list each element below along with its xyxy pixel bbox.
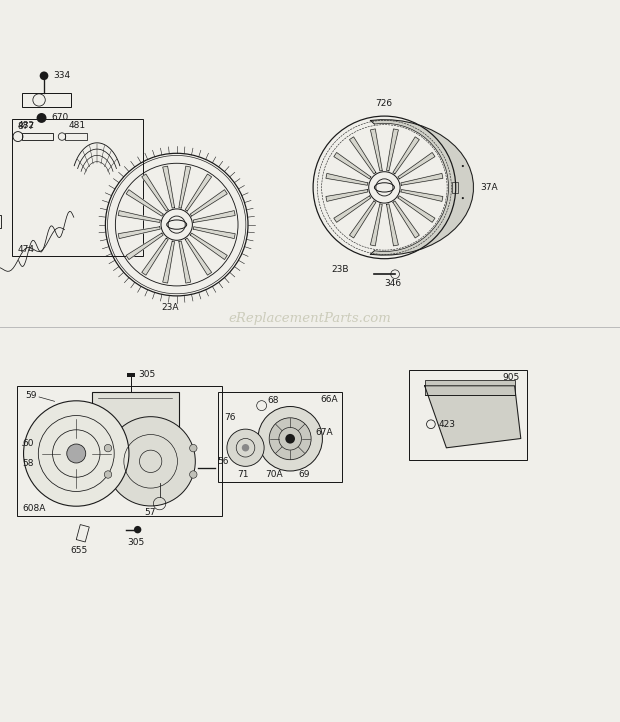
Bar (425, 380, 515, 395)
Circle shape (190, 471, 197, 478)
Text: 60: 60 (22, 439, 34, 448)
Bar (0, 215, 1, 227)
Text: 423: 423 (439, 419, 456, 429)
Circle shape (134, 526, 141, 534)
Bar (65, 134, 87, 139)
Bar (218, 392, 342, 482)
Circle shape (462, 165, 464, 167)
Polygon shape (386, 204, 399, 246)
Text: 305: 305 (127, 538, 144, 547)
Text: 71: 71 (237, 470, 249, 479)
Bar (452, 182, 458, 193)
Polygon shape (371, 120, 473, 255)
Text: 23A: 23A (161, 303, 179, 312)
Polygon shape (185, 174, 211, 211)
Circle shape (242, 444, 249, 451)
Text: 58: 58 (22, 459, 34, 469)
Circle shape (67, 444, 86, 463)
Text: 334: 334 (53, 71, 71, 80)
Polygon shape (334, 196, 371, 222)
Polygon shape (393, 201, 419, 238)
Polygon shape (126, 190, 163, 216)
Circle shape (258, 406, 322, 471)
Circle shape (190, 445, 197, 452)
Ellipse shape (30, 443, 44, 453)
Bar (22, 133, 53, 140)
Text: 76: 76 (224, 413, 236, 422)
Polygon shape (393, 137, 419, 174)
Polygon shape (185, 238, 211, 275)
Polygon shape (326, 173, 368, 186)
Text: 37A: 37A (480, 183, 498, 192)
Text: 608A: 608A (22, 504, 46, 513)
Polygon shape (326, 190, 368, 201)
Circle shape (24, 401, 129, 506)
Polygon shape (179, 241, 191, 283)
Bar (22, 93, 71, 107)
Polygon shape (142, 238, 168, 275)
Polygon shape (118, 211, 160, 222)
Circle shape (462, 197, 464, 199)
Text: eReplacementParts.com: eReplacementParts.com (229, 313, 391, 326)
Text: 482: 482 (18, 121, 35, 130)
Circle shape (269, 418, 311, 460)
Polygon shape (425, 386, 521, 448)
Polygon shape (398, 152, 435, 179)
Text: 66A: 66A (321, 395, 338, 404)
Bar (92, 392, 179, 457)
Text: 474: 474 (17, 245, 34, 254)
Text: 670: 670 (51, 113, 69, 123)
Text: 56: 56 (217, 457, 229, 466)
Text: 59: 59 (25, 391, 37, 399)
Polygon shape (401, 190, 443, 201)
Text: 70A: 70A (265, 470, 283, 479)
Circle shape (40, 71, 48, 80)
Polygon shape (398, 196, 435, 222)
Text: 877: 877 (17, 122, 35, 131)
Text: 69: 69 (299, 470, 311, 479)
Polygon shape (126, 233, 163, 259)
Text: 481: 481 (68, 121, 86, 130)
Polygon shape (118, 227, 160, 238)
Circle shape (285, 434, 295, 443)
Polygon shape (350, 201, 376, 238)
Polygon shape (190, 190, 228, 216)
Polygon shape (179, 166, 191, 208)
Circle shape (104, 445, 112, 452)
Polygon shape (350, 137, 376, 174)
Polygon shape (162, 241, 175, 283)
Text: 655: 655 (70, 547, 87, 555)
Bar (409, 370, 527, 460)
Polygon shape (162, 166, 175, 208)
Polygon shape (190, 233, 228, 259)
Text: 67A: 67A (315, 428, 332, 437)
Text: 346: 346 (384, 279, 402, 288)
Circle shape (227, 429, 264, 466)
Bar (12, 119, 143, 256)
Text: 726: 726 (375, 99, 392, 108)
Text: 305: 305 (138, 370, 156, 379)
Bar (76, 525, 89, 542)
Polygon shape (386, 129, 399, 171)
Text: 68: 68 (268, 396, 280, 404)
Bar (127, 373, 135, 376)
Polygon shape (193, 211, 235, 222)
Bar (17, 386, 222, 516)
Polygon shape (370, 204, 383, 246)
Circle shape (104, 471, 112, 478)
Polygon shape (142, 174, 168, 211)
Text: 905: 905 (502, 373, 520, 382)
Circle shape (37, 113, 46, 123)
Polygon shape (370, 129, 383, 171)
Polygon shape (401, 173, 443, 186)
Circle shape (106, 417, 195, 506)
Text: 57: 57 (144, 508, 156, 518)
Text: 23B: 23B (332, 266, 349, 274)
Polygon shape (334, 152, 371, 179)
Polygon shape (193, 227, 235, 238)
